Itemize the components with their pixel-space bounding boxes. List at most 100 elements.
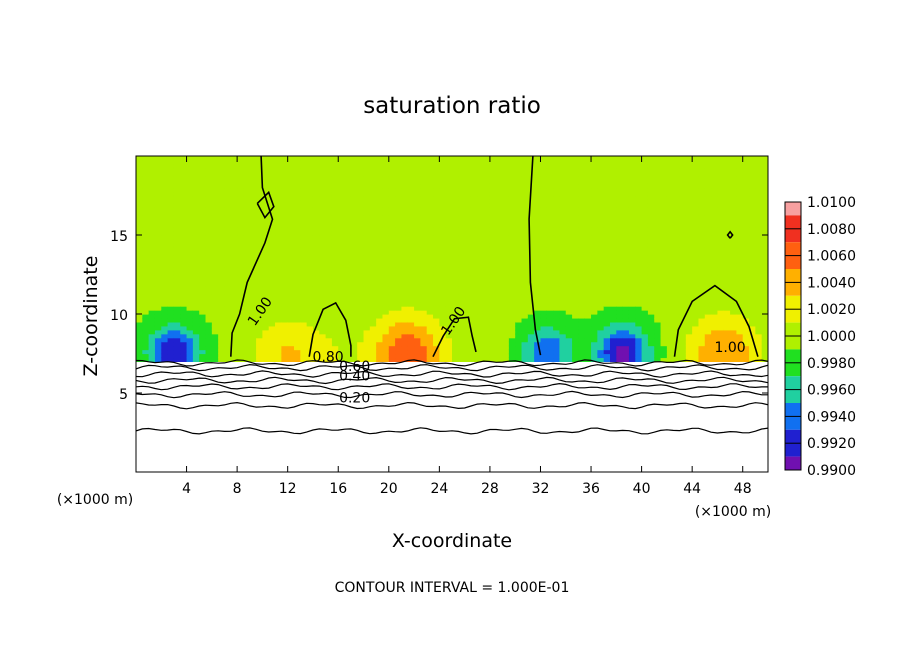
field-cell <box>414 270 421 276</box>
field-cell <box>357 329 365 335</box>
field-cell <box>597 167 605 173</box>
field-cell <box>407 262 415 268</box>
field-cell <box>224 345 232 351</box>
field-cell <box>180 219 188 224</box>
field-cell <box>521 317 529 323</box>
field-cell <box>572 321 579 327</box>
field-cell <box>540 353 548 359</box>
field-cell <box>641 258 649 264</box>
field-cell <box>401 357 409 362</box>
field-cell <box>262 341 270 347</box>
field-cell <box>388 258 396 264</box>
field-cell <box>711 266 719 272</box>
field-cell <box>660 266 668 272</box>
field-cell <box>464 258 472 264</box>
field-cell <box>230 258 238 264</box>
field-cell <box>515 163 523 169</box>
field-cell <box>565 238 573 244</box>
field-cell <box>161 207 169 212</box>
field-cell <box>616 290 624 295</box>
field-cell <box>534 179 542 185</box>
field-cell <box>237 207 245 212</box>
field-cell <box>401 175 409 181</box>
field-cell <box>489 306 497 311</box>
field-cell <box>382 183 390 189</box>
field-cell <box>388 195 396 201</box>
field-cell <box>591 282 598 287</box>
field-cell <box>496 191 504 197</box>
field-cell <box>572 294 579 299</box>
field-cell <box>641 171 649 177</box>
field-cell <box>256 195 263 201</box>
field-cell <box>211 298 219 303</box>
field-cell <box>685 235 693 240</box>
field-cell <box>243 159 251 165</box>
field-cell <box>224 195 232 201</box>
field-cell <box>559 207 567 212</box>
field-cell <box>414 227 421 232</box>
field-cell <box>521 231 529 236</box>
field-cell <box>268 242 276 248</box>
field-cell <box>426 266 434 272</box>
field-cell <box>584 167 592 173</box>
field-cell <box>496 310 504 315</box>
field-cell <box>711 345 719 351</box>
field-cell <box>237 270 245 276</box>
field-cell <box>325 219 333 224</box>
field-cell <box>154 179 162 185</box>
field-cell <box>628 159 636 165</box>
field-cell <box>426 250 434 256</box>
field-cell <box>723 175 731 181</box>
field-cell <box>237 179 245 185</box>
field-cell <box>199 175 207 181</box>
field-cell <box>275 310 282 315</box>
field-cell <box>470 246 478 252</box>
field-cell <box>559 333 567 339</box>
field-cell <box>382 163 390 169</box>
field-cell <box>685 314 693 319</box>
field-cell <box>628 179 636 185</box>
field-cell <box>199 187 207 193</box>
field-cell <box>704 321 712 327</box>
field-cell <box>464 262 472 268</box>
field-cell <box>173 262 181 268</box>
field-cell <box>237 250 245 256</box>
field-cell <box>287 231 295 236</box>
field-cell <box>572 171 579 177</box>
field-cell <box>243 274 251 280</box>
field-cell <box>433 242 440 248</box>
field-cell <box>647 353 655 359</box>
field-cell <box>458 195 466 201</box>
field-cell <box>502 286 510 291</box>
field-cell <box>312 274 320 280</box>
field-cell <box>641 207 649 212</box>
field-cell <box>420 203 428 208</box>
field-cell <box>154 254 162 260</box>
field-cell <box>256 227 263 232</box>
field-cell <box>401 302 409 307</box>
field-cell <box>458 345 466 351</box>
field-cell <box>730 274 737 280</box>
field-cell <box>211 227 219 232</box>
field-cell <box>685 167 693 173</box>
field-cell <box>325 191 333 197</box>
field-cell <box>685 321 693 327</box>
field-cell <box>654 270 662 276</box>
field-cell <box>173 207 181 212</box>
field-cell <box>470 258 478 264</box>
field-cell <box>641 156 649 161</box>
field-cell <box>205 278 213 283</box>
field-cell <box>395 274 403 280</box>
field-cell <box>369 231 377 236</box>
field-cell <box>224 329 232 335</box>
field-cell <box>641 310 649 315</box>
field-cell <box>357 270 365 276</box>
field-cell <box>312 345 320 351</box>
field-cell <box>489 195 497 201</box>
field-cell <box>698 235 706 240</box>
field-cell <box>628 238 636 244</box>
field-cell <box>578 187 586 193</box>
field-cell <box>673 227 681 232</box>
field-cell <box>262 156 270 161</box>
field-cell <box>508 183 516 189</box>
